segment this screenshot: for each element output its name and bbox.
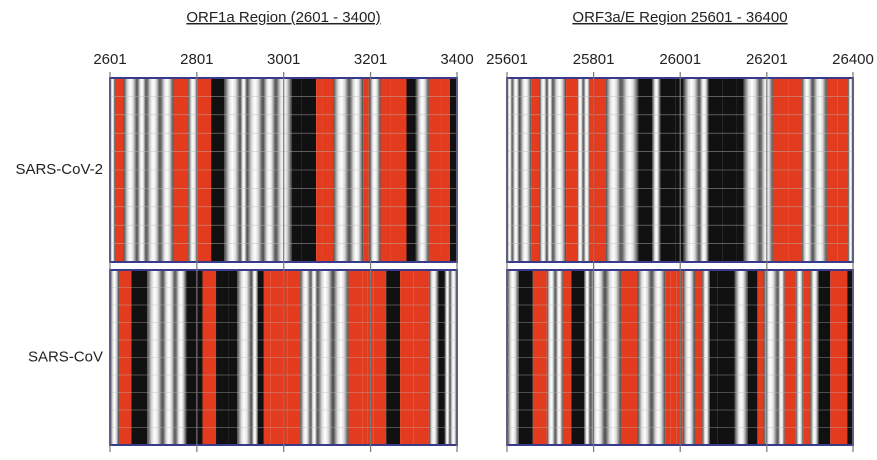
row-label: SARS-CoV bbox=[28, 348, 103, 365]
x-tick-label: 3201 bbox=[354, 51, 387, 68]
x-tick-label: 25601 bbox=[486, 51, 528, 68]
x-tick-label: 2801 bbox=[180, 51, 213, 68]
x-tick-label: 3001 bbox=[267, 51, 300, 68]
panel-title: ORF3a/E Region 25601 - 36400 bbox=[572, 9, 787, 26]
figure: ORF1a Region (2601 - 3400) 2601 2801 3001 32… bbox=[0, 0, 877, 455]
x-tick-label: 25801 bbox=[573, 51, 615, 68]
x-tick-label: 26201 bbox=[746, 51, 788, 68]
row-label: SARS-CoV-2 bbox=[15, 161, 103, 178]
x-tick-label: 3400 bbox=[440, 51, 473, 68]
panel-title: ORF1a Region (2601 - 3400) bbox=[186, 9, 380, 26]
x-tick-label: 26001 bbox=[659, 51, 701, 68]
x-tick-label: 2601 bbox=[93, 51, 126, 68]
x-tick-label: 26400 bbox=[832, 51, 874, 68]
